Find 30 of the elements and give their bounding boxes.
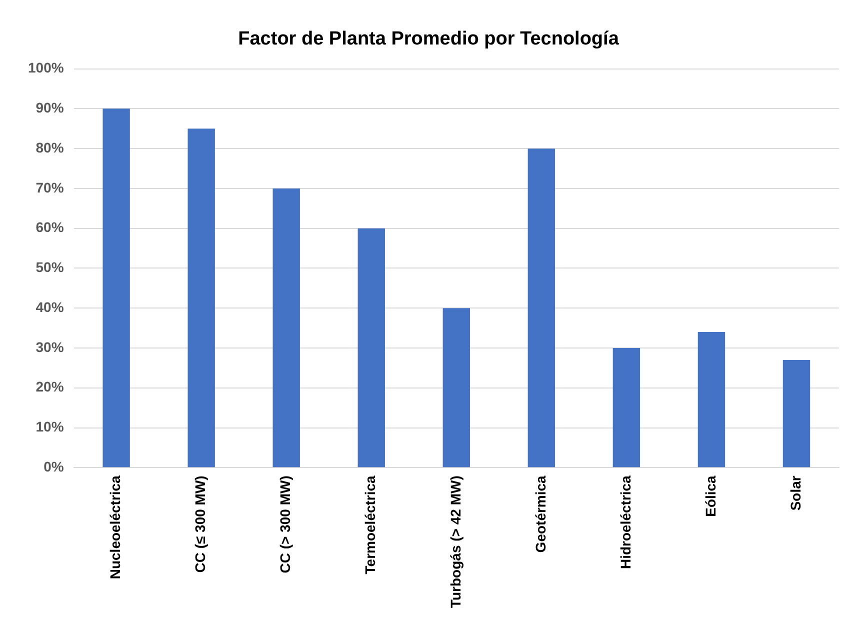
x-tick-label: Solar: [787, 475, 804, 511]
x-tick-label: CC (≤ 300 MW): [192, 476, 208, 573]
y-tick-label: 100%: [28, 60, 64, 76]
bar: [272, 188, 300, 468]
x-tick-label: Hidroeléctrica: [617, 475, 634, 570]
bar: [782, 360, 810, 468]
x-tick-label: Termoeléctrica: [362, 475, 378, 574]
x-tick-label: Nucleoeléctrica: [107, 475, 124, 580]
bar: [442, 308, 470, 468]
x-tick-label: CC (> 300 MW): [277, 476, 294, 574]
y-tick-label: 90%: [36, 100, 64, 116]
y-tick-label: 50%: [36, 259, 64, 276]
bar: [188, 128, 215, 468]
y-tick-label: 30%: [36, 338, 64, 355]
bar: [528, 148, 556, 468]
chart-title: Factor de Planta Promedio por Tecnología: [238, 28, 620, 50]
bar: [698, 332, 726, 468]
x-tick-label: Turbogás (> 42 MW): [447, 476, 464, 608]
y-tick-label: 40%: [36, 298, 64, 315]
x-tick-label: Geotérmica: [532, 475, 548, 553]
y-tick-label: 70%: [36, 179, 64, 196]
bar: [102, 108, 130, 468]
bar: [358, 228, 385, 468]
y-tick-label: 60%: [36, 219, 64, 236]
y-tick-label: 10%: [36, 418, 64, 435]
y-tick-label: 0%: [44, 458, 64, 474]
y-tick-label: 80%: [36, 139, 64, 156]
bar: [612, 348, 640, 468]
x-tick-label: Eólica: [702, 475, 718, 517]
y-tick-label: 20%: [36, 378, 64, 395]
